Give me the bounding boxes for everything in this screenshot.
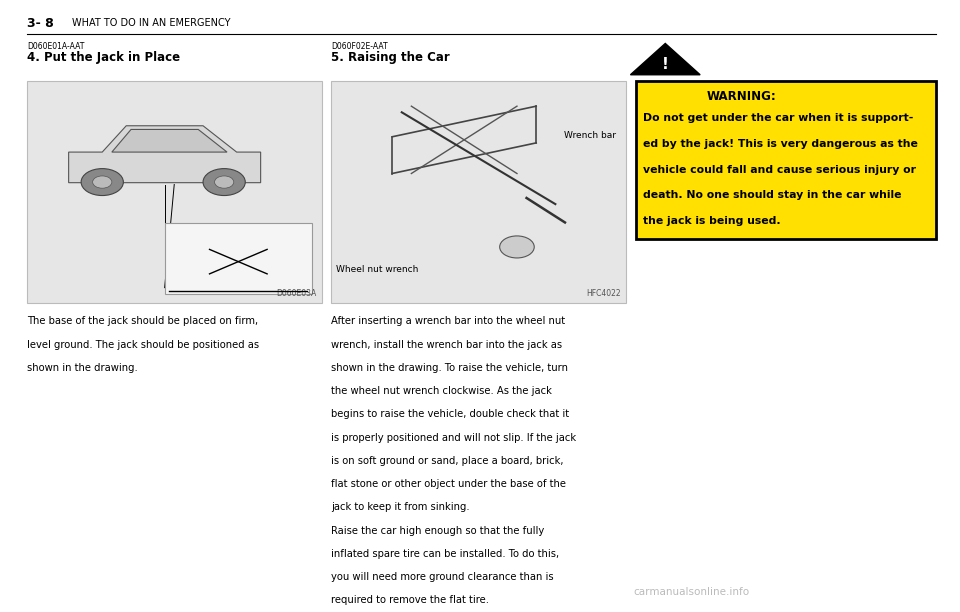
Bar bbox=[331, 81, 626, 303]
Text: The base of the jack should be placed on firm,: The base of the jack should be placed on… bbox=[27, 316, 258, 326]
Text: is properly positioned and will not slip. If the jack: is properly positioned and will not slip… bbox=[331, 433, 576, 442]
Text: the jack is being used.: the jack is being used. bbox=[643, 216, 780, 226]
Text: WHAT TO DO IN AN EMERGENCY: WHAT TO DO IN AN EMERGENCY bbox=[72, 18, 230, 28]
Text: vehicle could fall and cause serious injury or: vehicle could fall and cause serious inj… bbox=[643, 165, 916, 174]
Text: Wheel nut wrench: Wheel nut wrench bbox=[336, 265, 419, 274]
Text: Do not get under the car when it is support-: Do not get under the car when it is supp… bbox=[643, 113, 914, 123]
Text: D060F02E-AAT: D060F02E-AAT bbox=[331, 42, 388, 51]
Text: 5. Raising the Car: 5. Raising the Car bbox=[331, 51, 450, 64]
Text: death. No one should stay in the car while: death. No one should stay in the car whi… bbox=[643, 190, 901, 200]
Text: HFC4022: HFC4022 bbox=[587, 289, 621, 298]
Text: flat stone or other object under the base of the: flat stone or other object under the bas… bbox=[331, 479, 566, 489]
Circle shape bbox=[204, 169, 246, 196]
Text: is on soft ground or sand, place a board, brick,: is on soft ground or sand, place a board… bbox=[331, 456, 564, 466]
Text: 4. Put the Jack in Place: 4. Put the Jack in Place bbox=[27, 51, 180, 64]
Text: carmanualsonline.info: carmanualsonline.info bbox=[634, 587, 749, 597]
Circle shape bbox=[500, 236, 534, 258]
Text: begins to raise the vehicle, double check that it: begins to raise the vehicle, double chec… bbox=[331, 409, 569, 419]
Text: Raise the car high enough so that the fully: Raise the car high enough so that the fu… bbox=[331, 526, 544, 536]
Text: ed by the jack! This is very dangerous as the: ed by the jack! This is very dangerous a… bbox=[643, 139, 918, 149]
Circle shape bbox=[93, 176, 112, 188]
Text: WARNING:: WARNING: bbox=[707, 90, 777, 103]
Text: required to remove the flat tire.: required to remove the flat tire. bbox=[331, 595, 490, 605]
Bar bbox=[165, 223, 312, 294]
Text: !: ! bbox=[661, 57, 669, 72]
Bar bbox=[636, 81, 936, 239]
Text: D060E03A: D060E03A bbox=[276, 289, 317, 298]
Text: wrench, install the wrench bar into the jack as: wrench, install the wrench bar into the … bbox=[331, 340, 563, 349]
Polygon shape bbox=[69, 126, 261, 183]
Polygon shape bbox=[112, 129, 228, 152]
Text: D060E01A-AAT: D060E01A-AAT bbox=[27, 42, 84, 51]
Circle shape bbox=[215, 176, 234, 188]
Text: inflated spare tire can be installed. To do this,: inflated spare tire can be installed. To… bbox=[331, 549, 560, 559]
Bar bbox=[27, 81, 322, 303]
Text: 3- 8: 3- 8 bbox=[27, 17, 54, 30]
Text: the wheel nut wrench clockwise. As the jack: the wheel nut wrench clockwise. As the j… bbox=[331, 386, 552, 396]
Text: shown in the drawing. To raise the vehicle, turn: shown in the drawing. To raise the vehic… bbox=[331, 363, 568, 373]
Text: level ground. The jack should be positioned as: level ground. The jack should be positio… bbox=[27, 340, 259, 349]
Text: Wrench bar: Wrench bar bbox=[564, 132, 616, 140]
Text: jack to keep it from sinking.: jack to keep it from sinking. bbox=[331, 502, 469, 512]
Text: you will need more ground clearance than is: you will need more ground clearance than… bbox=[331, 572, 554, 582]
Polygon shape bbox=[631, 43, 700, 75]
Circle shape bbox=[81, 169, 123, 196]
Text: shown in the drawing.: shown in the drawing. bbox=[27, 363, 137, 373]
Text: After inserting a wrench bar into the wheel nut: After inserting a wrench bar into the wh… bbox=[331, 316, 565, 326]
